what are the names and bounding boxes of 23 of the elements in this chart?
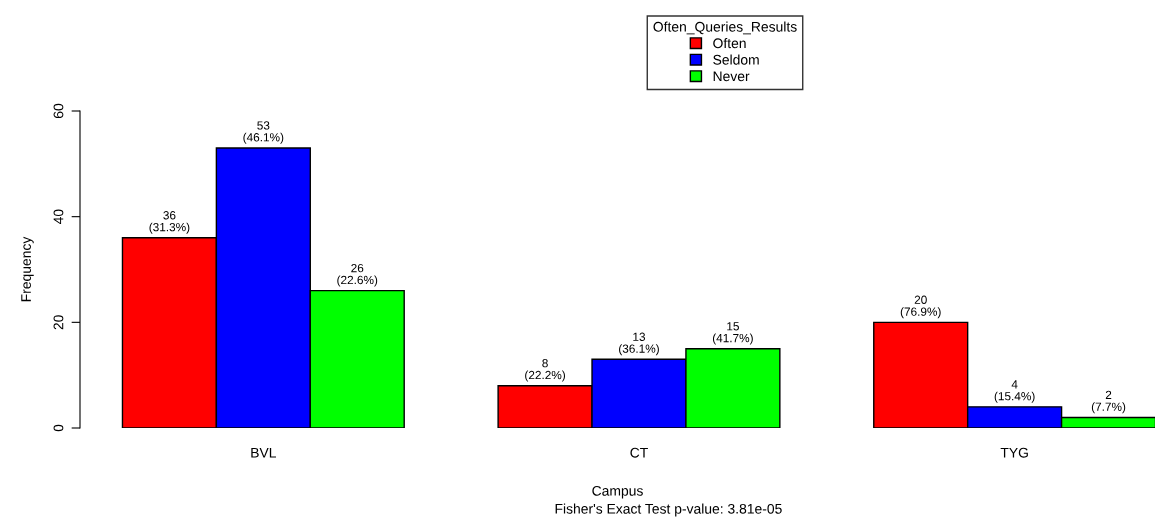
legend-label: Seldom	[713, 54, 759, 65]
legend-title: Often_Queries_Results	[653, 21, 797, 35]
x-tick-label: BVL	[251, 447, 276, 458]
data-label: 20 (76.9%)	[900, 295, 941, 319]
data-label: 53 (46.1%)	[243, 121, 284, 144]
y-tick-label: 40	[53, 209, 64, 225]
y-tick-label: 0	[53, 424, 64, 432]
x-tick-label: TYG	[1000, 447, 1028, 458]
y-axis-title: Frequency	[21, 236, 34, 302]
data-label: 13 (36.1%)	[619, 332, 659, 356]
data-label: 26 (22.6%)	[337, 263, 378, 287]
data-label: 8 (22.2%)	[525, 359, 565, 382]
legend-label: Often	[713, 38, 746, 49]
x-tick-label: CT	[630, 447, 648, 458]
data-label: 36 (31.3%)	[149, 211, 190, 234]
y-tick-label: 20	[53, 315, 64, 330]
x-axis-title: Campus	[592, 485, 643, 499]
text: Fisher's Exact Test p-value: 3.81e-05	[555, 503, 782, 517]
legend-label: Never	[713, 71, 750, 82]
data-label: 4 (15.4%)	[994, 380, 1035, 403]
data-label: 15 (41.7%)	[712, 322, 753, 345]
data-label: 2 (7.7%)	[1091, 390, 1126, 414]
y-tick-label: 60	[53, 103, 64, 119]
